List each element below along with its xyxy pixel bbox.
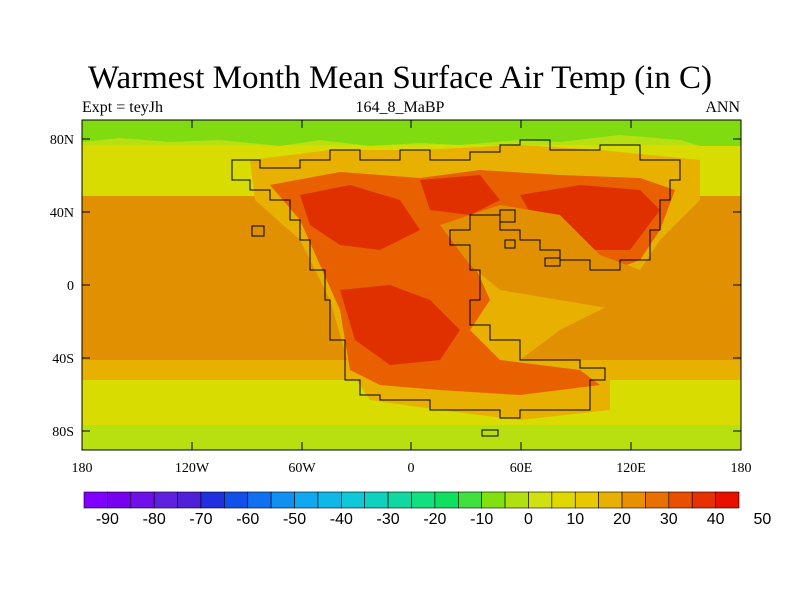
north-polar-region bbox=[82, 120, 741, 146]
colorbar-label: -20 bbox=[423, 511, 446, 528]
colorbar-label: 0 bbox=[524, 511, 533, 528]
colorbar-swatch bbox=[341, 491, 366, 509]
colorbar-swatch bbox=[645, 491, 670, 509]
season-label: ANN bbox=[705, 99, 740, 116]
colorbar-label: -10 bbox=[470, 511, 493, 528]
colorbar-swatch bbox=[247, 491, 272, 509]
lat-label-40s: 40S bbox=[52, 352, 74, 367]
latitude-axis: 80N 40N 0 40S 80S bbox=[50, 133, 741, 440]
hottest-core-center bbox=[420, 175, 500, 215]
colorbar-swatch bbox=[598, 491, 623, 509]
colorbar-label: -40 bbox=[330, 511, 353, 528]
colorbar-swatch bbox=[504, 491, 529, 509]
lat-label-40n: 40N bbox=[50, 206, 74, 221]
lon-label-60w: 60W bbox=[288, 461, 316, 476]
lat-label-0: 0 bbox=[67, 279, 74, 294]
lat-label-80s: 80S bbox=[52, 425, 74, 440]
colorbar-swatch bbox=[574, 491, 599, 509]
lon-label-60e: 60E bbox=[510, 461, 533, 476]
lon-label-180w: 180 bbox=[72, 461, 93, 476]
colorbar-label: -70 bbox=[189, 511, 212, 528]
island-outline-west bbox=[251, 225, 265, 237]
colorbar-label: -80 bbox=[143, 511, 166, 528]
lon-label-120w: 120W bbox=[175, 461, 210, 476]
colorbar-swatch bbox=[528, 491, 553, 509]
colorbar-swatch bbox=[457, 491, 482, 509]
colorbar-swatch bbox=[715, 491, 740, 509]
colorbar-swatch bbox=[551, 491, 576, 509]
colorbar-swatch bbox=[200, 491, 225, 509]
colorbar-label: -90 bbox=[96, 511, 119, 528]
colorbar-swatch bbox=[294, 491, 319, 509]
colorbar-label: 40 bbox=[707, 511, 725, 528]
hottest-core-south bbox=[340, 285, 460, 365]
temperature-field bbox=[82, 120, 741, 450]
colorbar-swatch bbox=[364, 491, 389, 509]
colorbar-swatch bbox=[177, 491, 202, 509]
colorbar-swatch bbox=[317, 491, 342, 509]
colorbar-labels: -90 -80 -70 -60 -50 -40 -30 -20 -10 0 10 20 30 40 50 bbox=[96, 511, 772, 528]
colorbar-swatch bbox=[668, 491, 693, 509]
lon-label-180e: 180 bbox=[731, 461, 752, 476]
colorbar-swatch bbox=[481, 491, 506, 509]
colorbar bbox=[83, 491, 740, 509]
colorbar-swatch bbox=[621, 491, 646, 509]
colorbar-swatch bbox=[83, 491, 108, 509]
map-title: Warmest Month Mean Surface Air Temp (in … bbox=[87, 60, 713, 96]
colorbar-label: 20 bbox=[613, 511, 631, 528]
colorbar-label: -30 bbox=[377, 511, 400, 528]
colorbar-swatch bbox=[411, 491, 436, 509]
lon-label-0: 0 bbox=[408, 461, 415, 476]
colorbar-swatch bbox=[691, 491, 716, 509]
experiment-label: Expt = teyJh bbox=[82, 99, 164, 116]
island-outline-south bbox=[481, 429, 499, 437]
hottest-core-north bbox=[300, 185, 420, 250]
colorbar-label: 50 bbox=[753, 511, 771, 528]
inland-sea-outline bbox=[499, 209, 561, 267]
colorbar-swatch bbox=[224, 491, 249, 509]
lon-label-120e: 120E bbox=[616, 461, 646, 476]
colorbar-label: 10 bbox=[566, 511, 584, 528]
colorbar-label: 30 bbox=[660, 511, 678, 528]
period-label: 164_8_MaBP bbox=[355, 99, 445, 116]
colorbar-swatch bbox=[387, 491, 412, 509]
colorbar-swatch bbox=[434, 491, 459, 509]
colorbar-swatch bbox=[153, 491, 178, 509]
continent-outline bbox=[231, 139, 681, 419]
colorbar-swatch bbox=[130, 491, 155, 509]
colorbar-swatch bbox=[107, 491, 132, 509]
longitude-axis: 180 120W 60W 0 60E 120E 180 bbox=[72, 120, 752, 476]
colorbar-label: -60 bbox=[236, 511, 259, 528]
colorbar-label: -50 bbox=[283, 511, 306, 528]
colorbar-swatch bbox=[270, 491, 295, 509]
lat-label-80n: 80N bbox=[50, 133, 74, 148]
